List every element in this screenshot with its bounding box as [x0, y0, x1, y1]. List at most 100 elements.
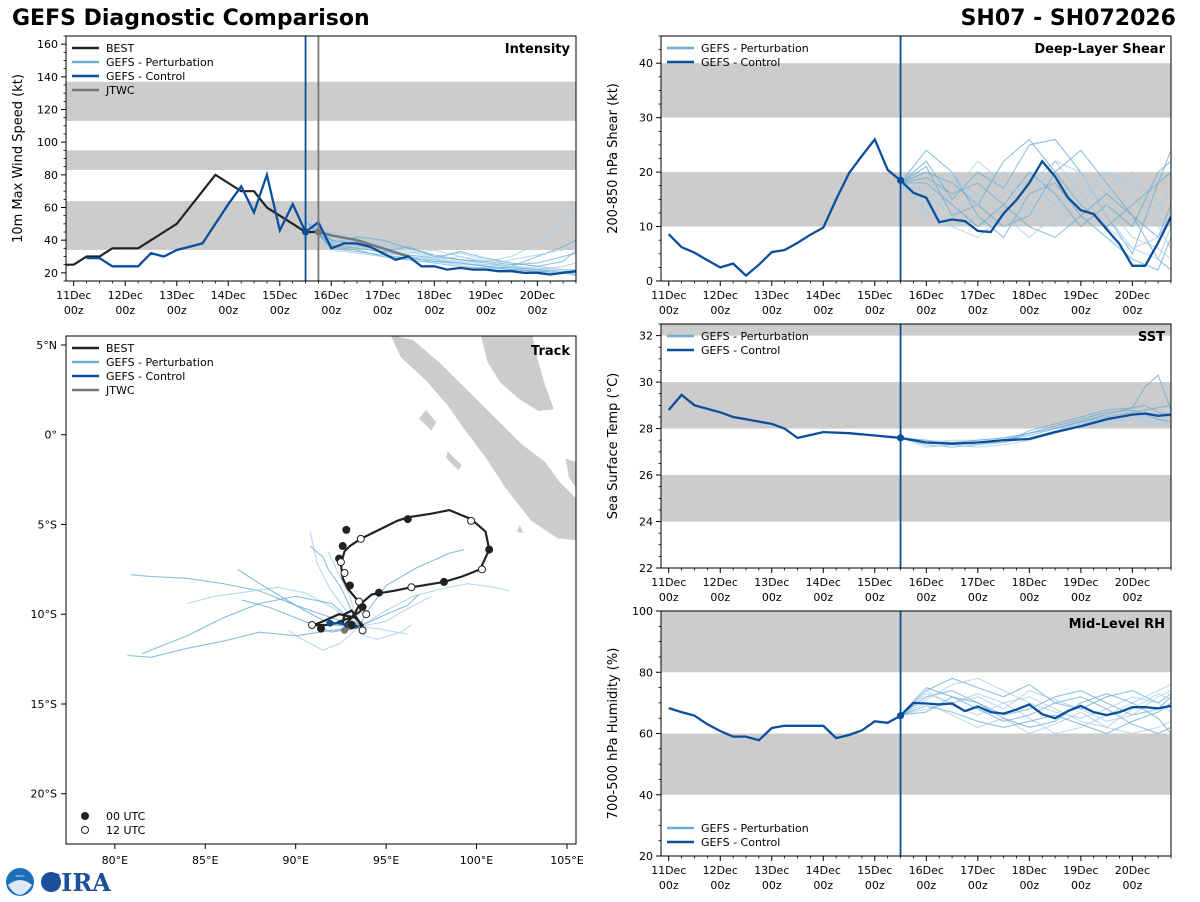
intensity-x-tick-day: 13Dec [159, 289, 194, 302]
rh-x-tick-hour: 00z [710, 879, 730, 892]
track-lat-tick-label: 0° [45, 429, 58, 442]
track-lon-tick-label: 80°E [102, 854, 128, 867]
shear-y-tick-label: 20 [639, 166, 653, 179]
track-perturbation-line [141, 595, 360, 655]
track-best-marker [407, 583, 416, 592]
shear-x-tick-hour: 00z [1122, 304, 1142, 317]
rh-x-tick-hour: 00z [659, 879, 679, 892]
shear-x-tick-day: 15Dec [857, 289, 892, 302]
sst-band [661, 475, 1171, 522]
intensity-band [66, 81, 576, 121]
intensity-panel-title: Intensity [505, 42, 571, 57]
track-best-marker [439, 577, 448, 586]
track-best-marker [467, 516, 476, 525]
shear-x-tick-hour: 00z [865, 304, 885, 317]
track-frame [65, 335, 577, 845]
rh-x-tick-hour: 00z [865, 879, 885, 892]
rh-x-tick-day: 12Dec [703, 864, 738, 877]
sst-legend-label: GEFS - Control [701, 344, 780, 357]
track-best-marker [485, 545, 494, 554]
intensity-x-tick-day: 18Dec [417, 289, 452, 302]
track-best-marker [477, 565, 486, 574]
intensity-legend-label: BEST [106, 42, 134, 55]
rh-x-tick-hour: 00z [968, 879, 988, 892]
rh-x-tick-day: 17Dec [960, 864, 995, 877]
intensity-plot-area [66, 36, 576, 281]
sst-x-tick-day: 13Dec [754, 576, 789, 589]
rh-y-tick-label: 60 [639, 728, 653, 741]
sst-x-tick-day: 12Dec [703, 576, 738, 589]
sst-x-tick-hour: 00z [968, 591, 988, 604]
shear-x-tick-day: 18Dec [1012, 289, 1047, 302]
track-legend-label: JTWC [105, 384, 135, 397]
sst-y-tick-label: 24 [639, 516, 653, 529]
sst-x-tick-hour: 00z [865, 591, 885, 604]
rh-control-line [668, 701, 1171, 742]
intensity-x-tick-day: 16Dec [314, 289, 349, 302]
intensity-x-tick-hour: 00z [115, 304, 135, 317]
intensity-legend-label: GEFS - Perturbation [106, 56, 214, 69]
cira-logo: NOAA CIRA [4, 866, 114, 898]
rh-chart: 20 40 60 80 100 11Dec 00z 12Dec 00z 13Dec 00z 14Dec… [606, 605, 1172, 892]
sst-x-tick-hour: 00z [710, 591, 730, 604]
sst-x-tick-day: 18Dec [1012, 576, 1047, 589]
rh-x-tick-hour: 00z [1071, 879, 1091, 892]
intensity-x-tick-hour: 00z [321, 304, 341, 317]
shear-control-line [667, 137, 1171, 278]
shear-y-tick-label: 10 [639, 221, 653, 234]
shear-control-init-marker [896, 176, 905, 184]
track-legend-label: BEST [106, 342, 134, 355]
shear-perturbation-line [900, 171, 1171, 249]
shear-perturbation-line [900, 160, 1171, 217]
page-title: GEFS Diagnostic Comparison [12, 6, 370, 31]
rh-perturbation-line [900, 677, 1171, 716]
intensity-x-tick-hour: 00z [167, 304, 187, 317]
shear-perturbation-line [900, 138, 1171, 256]
rh-band [661, 733, 1171, 795]
shear-perturbation-line [900, 177, 1171, 271]
sst-band [661, 324, 1171, 336]
rh-x-tick-hour: 00z [813, 879, 833, 892]
intensity-x-tick-hour: 00z [270, 304, 290, 317]
shear-legend-label: GEFS - Perturbation [701, 42, 809, 55]
shear-band [661, 63, 1171, 118]
sst-x-tick-hour: 00z [762, 591, 782, 604]
island-landmass [515, 523, 525, 534]
track-time-legend-marker [81, 826, 89, 834]
shear-x-tick-day: 16Dec [909, 289, 944, 302]
rh-y-tick-label: 80 [639, 666, 653, 679]
rh-x-tick-day: 20Dec [1115, 864, 1150, 877]
shear-x-tick-hour: 00z [916, 304, 936, 317]
shear-x-tick-hour: 00z [762, 304, 782, 317]
track-perturbation-line [187, 586, 360, 628]
intensity-perturbation-line [305, 220, 576, 271]
sst-frame [660, 323, 1172, 569]
shear-x-tick-hour: 00z [1071, 304, 1091, 317]
rh-x-tick-hour: 00z [916, 879, 936, 892]
sst-x-tick-day: 14Dec [806, 576, 841, 589]
intensity-x-tick-day: 14Dec [211, 289, 246, 302]
track-perturbation-line [358, 626, 408, 635]
sst-chart: 22 24 26 28 30 32 11Dec 00z 12Dec 00z 13Dec 00z 14De… [606, 323, 1172, 604]
rh-perturbation-line [900, 693, 1171, 734]
sst-y-tick-label: 32 [639, 330, 653, 343]
track-perturbation-line [288, 626, 360, 651]
track-chart: 80°E 85°E 90°E 95°E 100°E 105°E 5°N 0° 5°S 10°S 15… [31, 335, 584, 867]
shear-y-tick-label: 30 [639, 112, 653, 125]
rh-perturbation-line [900, 689, 1171, 722]
sst-x-tick-hour: 00z [1071, 591, 1091, 604]
cira-logo-text: CIRA [42, 868, 111, 897]
sst-y-tick-label: 26 [639, 469, 653, 482]
intensity-x-tick-hour: 00z [218, 304, 238, 317]
sst-control-init-marker [896, 434, 905, 442]
shear-x-tick-day: 20Dec [1115, 289, 1150, 302]
track-lon-tick-label: 100°E [460, 854, 493, 867]
rh-y-axis-label: 700-500 hPa Humidity (%) [606, 648, 621, 820]
shear-perturbation-line [900, 160, 1171, 249]
intensity-legend-label: GEFS - Control [106, 70, 185, 83]
island-landmass [564, 457, 576, 490]
intensity-y-tick-label: 60 [44, 202, 58, 215]
track-panel-title: Track [531, 344, 570, 359]
sst-legend-label: GEFS - Perturbation [701, 330, 809, 343]
track-best-marker [345, 581, 354, 590]
